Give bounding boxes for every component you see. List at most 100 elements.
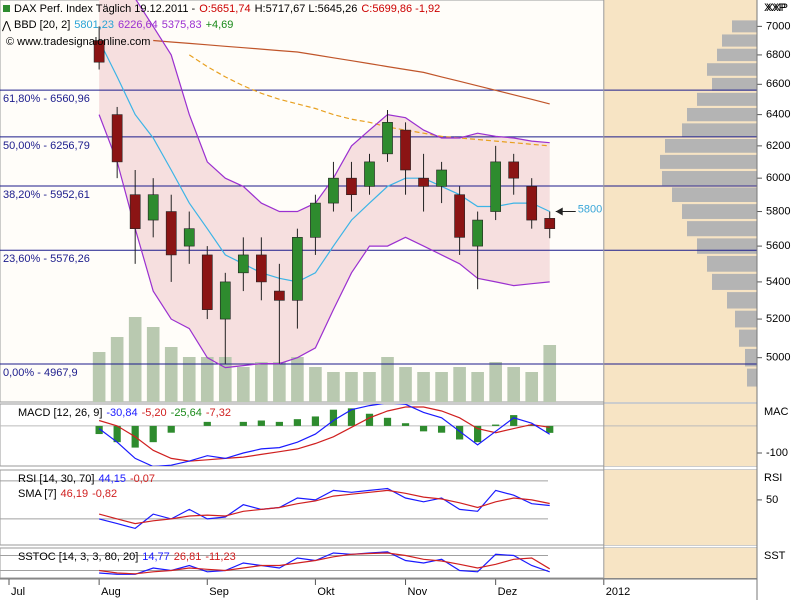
histogram-bar (329, 409, 338, 426)
y-tick-label: 6000 (766, 172, 790, 184)
fib-label: 23,60% - 5576,26 (3, 253, 90, 265)
volume-profile-bar (697, 92, 757, 106)
moving-average (153, 39, 550, 105)
volume-profile-bar (682, 123, 757, 137)
volume-bar (363, 372, 376, 402)
label: SSTOC [14, 3, 3, 80, 20] 14,77 26,81 -11,23 (18, 551, 236, 563)
label-part: +4,69 (206, 19, 234, 31)
label: RSI [14, 30, 70] 44,15 -0,07 (18, 473, 155, 485)
volume-bar (200, 357, 214, 402)
volume-profile-bar (739, 329, 757, 347)
x-tick-label: Aug (101, 586, 121, 598)
icon (3, 5, 10, 12)
candle-body (255, 254, 267, 283)
y-tick-label: 7000 (766, 20, 790, 32)
label-part: O:5651,74 (199, 3, 250, 15)
histogram-bar (474, 425, 482, 443)
volume-profile-bar (717, 48, 757, 62)
moving-average (188, 54, 550, 147)
histogram-bar (456, 425, 464, 440)
x-tick-label: Dez (498, 586, 518, 598)
candle-body (472, 219, 483, 247)
label-part: SMA [7] (18, 488, 57, 500)
sstoc-plot (0, 548, 757, 578)
histogram-bar (365, 413, 374, 426)
x-tick-label: Nov (408, 586, 428, 598)
candle-body (183, 228, 195, 247)
indicator-line (98, 489, 550, 525)
label-part: MACD [12, 26, 9] (18, 407, 102, 419)
band-upper (135, 0, 550, 213)
volume-profile-bar (735, 310, 757, 328)
candle-body (237, 254, 249, 274)
volume-bar (417, 372, 430, 402)
candle-body (490, 161, 502, 212)
histogram-bar (401, 423, 410, 426)
volume-profile-bar (687, 107, 757, 122)
label-part: 46,19 (61, 488, 89, 500)
histogram-bar (311, 416, 320, 426)
candle-body (147, 194, 159, 221)
label-part: -7,32 (206, 407, 231, 419)
label: MACD [12, 26, 9] -30,84 -5,20 -25,64 -7,32 (18, 407, 231, 419)
volume-bar (525, 372, 539, 402)
candle-body (93, 40, 105, 63)
y-axis-label: XXP (764, 2, 786, 14)
x-tick-label: 2012 (606, 586, 630, 598)
future-shade (603, 548, 757, 578)
volume-profile-bar (660, 154, 757, 169)
histogram-bar (293, 419, 301, 426)
volume-bar (507, 367, 520, 402)
volume-bar (110, 337, 124, 402)
volume-profile-bar (747, 368, 757, 387)
indicator-line (99, 552, 551, 575)
volume-profile-bar (712, 273, 757, 290)
candle-body (418, 177, 429, 187)
candle-body (292, 237, 303, 301)
histogram-bar (95, 425, 103, 435)
histogram-bar (149, 425, 157, 443)
x-tick-label: Okt (317, 586, 334, 598)
volume-bar (327, 372, 340, 402)
volume-bar (128, 317, 142, 402)
y-axis-label: RSI (764, 472, 782, 484)
annotation: 5800 (578, 203, 602, 215)
histogram-bar (275, 421, 283, 426)
fib-label: 50,00% - 6256,79 (3, 140, 90, 152)
band-lower (98, 114, 550, 369)
volume-bar (255, 362, 268, 402)
candle-body (111, 114, 123, 163)
volume-bar (399, 367, 412, 402)
volume-profile-bar (707, 255, 757, 272)
copyright: © www.tradesignalonline.com (6, 36, 150, 48)
volume-bar (435, 372, 448, 402)
label-part: -0,82 (92, 488, 117, 500)
candle-body (165, 211, 177, 256)
rsi-plot (0, 470, 757, 545)
y-tick-label: 6200 (766, 140, 790, 152)
candle-body (219, 281, 231, 320)
candle-body (129, 194, 141, 229)
volume-profile-bar (665, 138, 757, 153)
y-axis-label: SST (764, 550, 786, 562)
label-part: -25,64 (171, 407, 202, 419)
volume-bar (164, 347, 178, 402)
icon: ⋀ (1, 20, 12, 32)
volume-profile-bar (682, 204, 757, 219)
y-tick-label: 50 (766, 494, 778, 506)
volume-bar (471, 372, 484, 402)
candle-body (274, 290, 285, 301)
histogram-bar (257, 420, 265, 426)
volume-profile-bar (662, 171, 757, 186)
label-part: SSTOC [14, 3, 3, 80, 20] (18, 551, 138, 563)
histogram-bar (203, 421, 211, 426)
volume-profile-bar (732, 20, 757, 33)
volume-bar (218, 357, 232, 402)
volume-profile-bar (712, 77, 757, 91)
label-part: 14,77 (142, 551, 170, 563)
volume-bar (92, 352, 106, 402)
fib-label: 0,00% - 4967,9 (3, 367, 78, 379)
label-part: C:5699,86 -1,92 (361, 3, 440, 15)
volume-bar (309, 367, 322, 402)
volume-bar (489, 362, 502, 402)
